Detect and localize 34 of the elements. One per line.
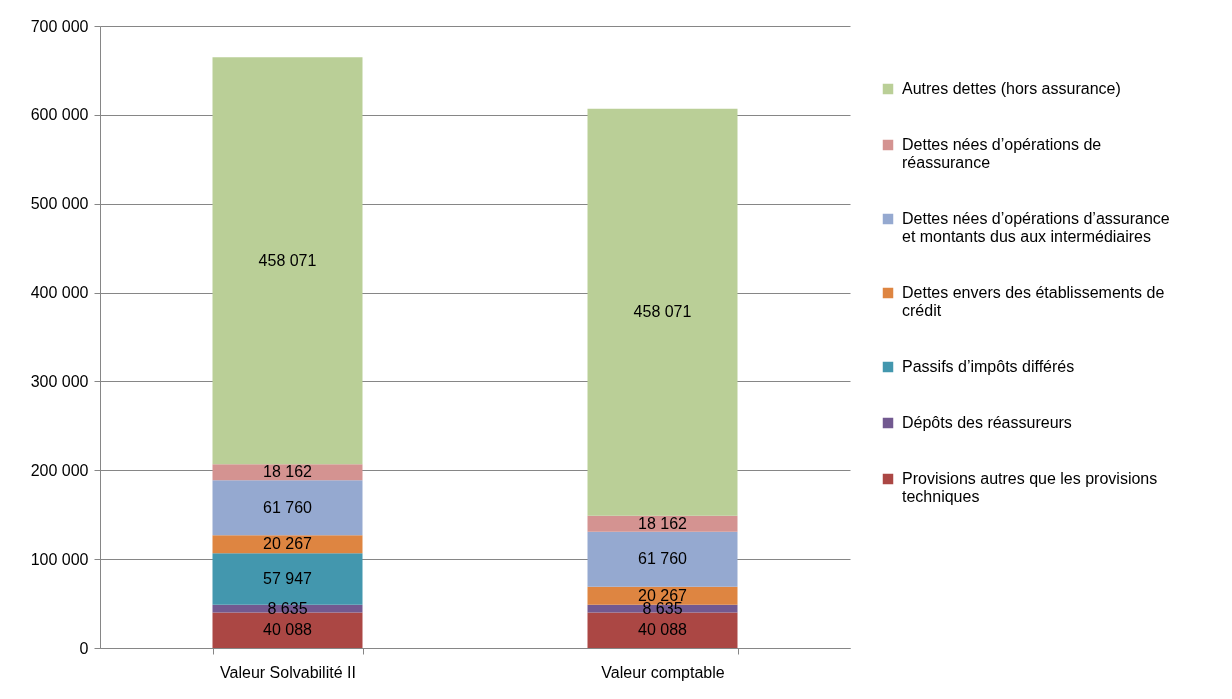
data-label: 18 162 — [638, 514, 688, 532]
data-label: 57 947 — [263, 569, 313, 587]
legend-label: Dettes envers des établissements de crédit — [902, 284, 1165, 319]
legend-label: Dépôts des réassureurs — [902, 414, 1072, 431]
legend-label: Autres dettes (hors assurance) — [902, 80, 1121, 97]
bar — [587, 531, 738, 587]
data-label: 61 760 — [263, 498, 313, 516]
legend-label: Dettes nées d’opérations de réassurance — [902, 136, 1102, 171]
data-label: 40 088 — [263, 621, 313, 639]
data-label: 458 071 — [258, 251, 317, 269]
data-label: 8 635 — [267, 599, 308, 617]
y-tick-label: 400 000 — [30, 284, 89, 302]
y-tick-label: 700 000 — [30, 17, 89, 35]
legend-label: Provisions autres que les provisions techniques — [902, 470, 1158, 505]
data-label: 40 088 — [638, 621, 688, 639]
x-tick-label: Valeur comptable — [601, 663, 725, 681]
y-tick-label: 0 — [79, 639, 89, 657]
bar — [587, 108, 738, 516]
bar — [212, 480, 363, 536]
bar — [587, 612, 738, 648]
y-tick-label: 200 000 — [30, 461, 89, 479]
x-tick-label: Valeur Solvabilité II — [220, 663, 356, 681]
data-label: 61 760 — [638, 550, 688, 568]
data-label: 458 071 — [633, 303, 692, 321]
y-tick-label: 300 000 — [30, 372, 89, 390]
legend-label: Dettes nées d’opérations d’assurance et montants dus aux intermédiaires — [902, 210, 1170, 245]
y-tick-label: 500 000 — [30, 195, 89, 213]
data-label: 20 267 — [263, 535, 313, 553]
y-tick-label: 600 000 — [30, 106, 89, 124]
legend-label: Passifs d’impôts différés — [902, 358, 1075, 375]
data-label: 18 162 — [263, 463, 313, 481]
bar — [212, 57, 363, 465]
y-tick-label: 100 000 — [30, 550, 89, 568]
bar — [212, 612, 363, 648]
